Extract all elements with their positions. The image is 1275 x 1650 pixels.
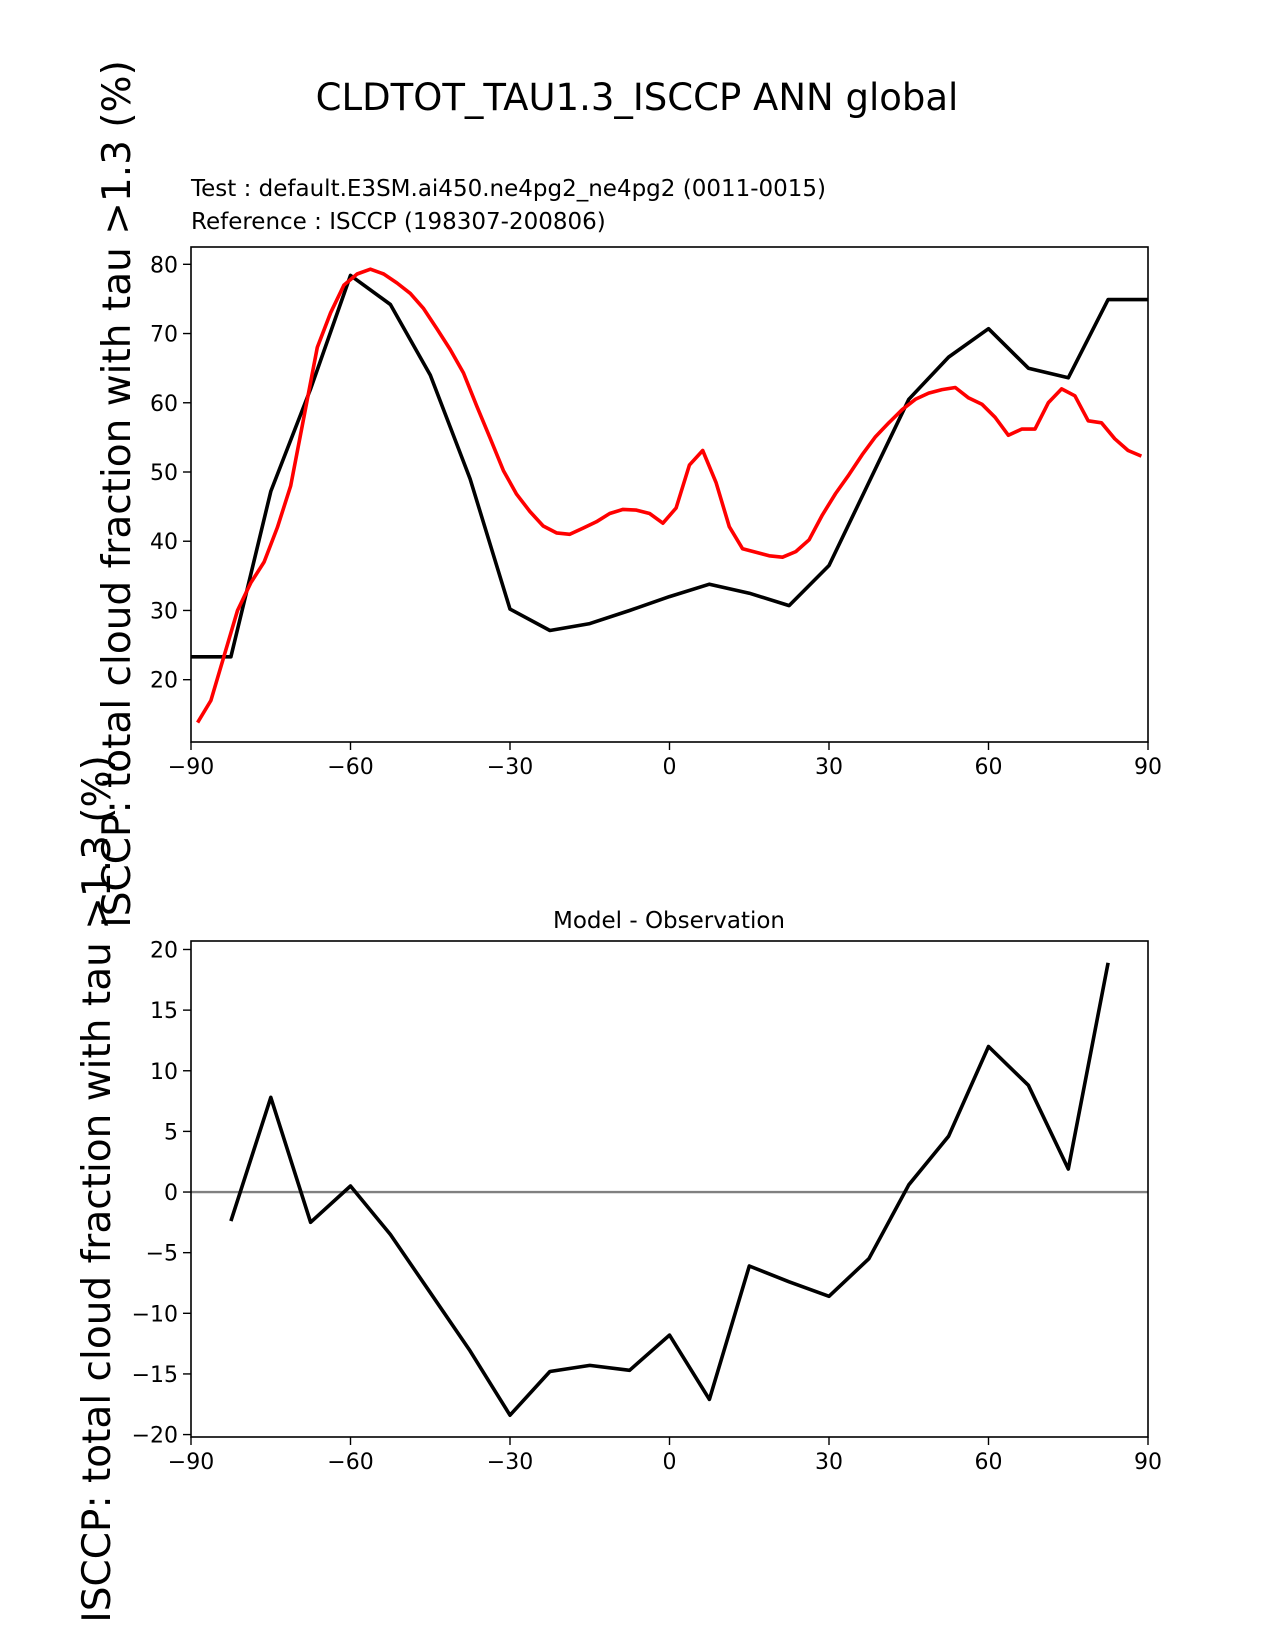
- y-tick-label: 10: [150, 1060, 178, 1085]
- y-tick-label: 5: [164, 1120, 178, 1145]
- bottom-y-axis-label: ISCCP: total cloud fraction with tau >1.…: [75, 755, 120, 1623]
- y-tick-label: −15: [132, 1363, 178, 1388]
- x-tick-label: 90: [1134, 1450, 1162, 1475]
- y-tick-label: 15: [150, 999, 178, 1024]
- x-tick-label: −60: [327, 1450, 373, 1475]
- reference-label: Reference : ISCCP (198307-200806): [191, 209, 606, 235]
- x-tick-label: 60: [975, 755, 1003, 780]
- y-tick-label: −20: [132, 1424, 178, 1449]
- x-tick-label: 30: [815, 1450, 843, 1475]
- y-tick-label: 40: [150, 530, 178, 555]
- x-tick-label: −30: [487, 1450, 533, 1475]
- bottom-title: Model - Observation: [553, 908, 785, 934]
- x-tick-label: −90: [168, 755, 214, 780]
- y-tick-label: 60: [150, 392, 178, 417]
- top-y-axis-label: ISCCP: total cloud fraction with tau >1.…: [95, 60, 140, 928]
- bottom-axes-frame: [190, 940, 1149, 1438]
- top-panel: Test : default.E3SM.ai450.ne4pg2_ne4pg2 …: [95, 60, 1162, 928]
- x-tick-label: 0: [663, 755, 677, 780]
- y-tick-label: 20: [150, 938, 178, 963]
- x-tick-label: −90: [168, 1450, 214, 1475]
- y-tick-label: 0: [164, 1181, 178, 1206]
- bottom-panel: Model - Observation −90 −60 −30 0 30 60 90 −20…: [75, 755, 1162, 1623]
- x-tick-label: 90: [1134, 755, 1162, 780]
- y-tick-label: 50: [150, 461, 178, 486]
- y-tick-label: 80: [150, 253, 178, 278]
- x-tick-label: 30: [815, 755, 843, 780]
- x-tick-label: −60: [327, 755, 373, 780]
- y-tick-label: 30: [150, 599, 178, 624]
- y-tick-label: −5: [146, 1242, 178, 1267]
- y-tick-label: 20: [150, 669, 178, 694]
- x-tick-label: 0: [663, 1450, 677, 1475]
- bot-difference-line: [229, 962, 1110, 1417]
- top-reference-line: [196, 267, 1143, 724]
- figure-title: CLDTOT_TAU1.3_ISCCP ANN global: [316, 76, 959, 119]
- y-tick-label: −10: [132, 1302, 178, 1327]
- y-tick-label: 70: [150, 323, 178, 348]
- test-label: Test : default.E3SM.ai450.ne4pg2_ne4pg2 …: [190, 176, 826, 202]
- top-test-line: [191, 273, 1148, 659]
- x-tick-label: −30: [487, 755, 533, 780]
- x-tick-label: 60: [975, 1450, 1003, 1475]
